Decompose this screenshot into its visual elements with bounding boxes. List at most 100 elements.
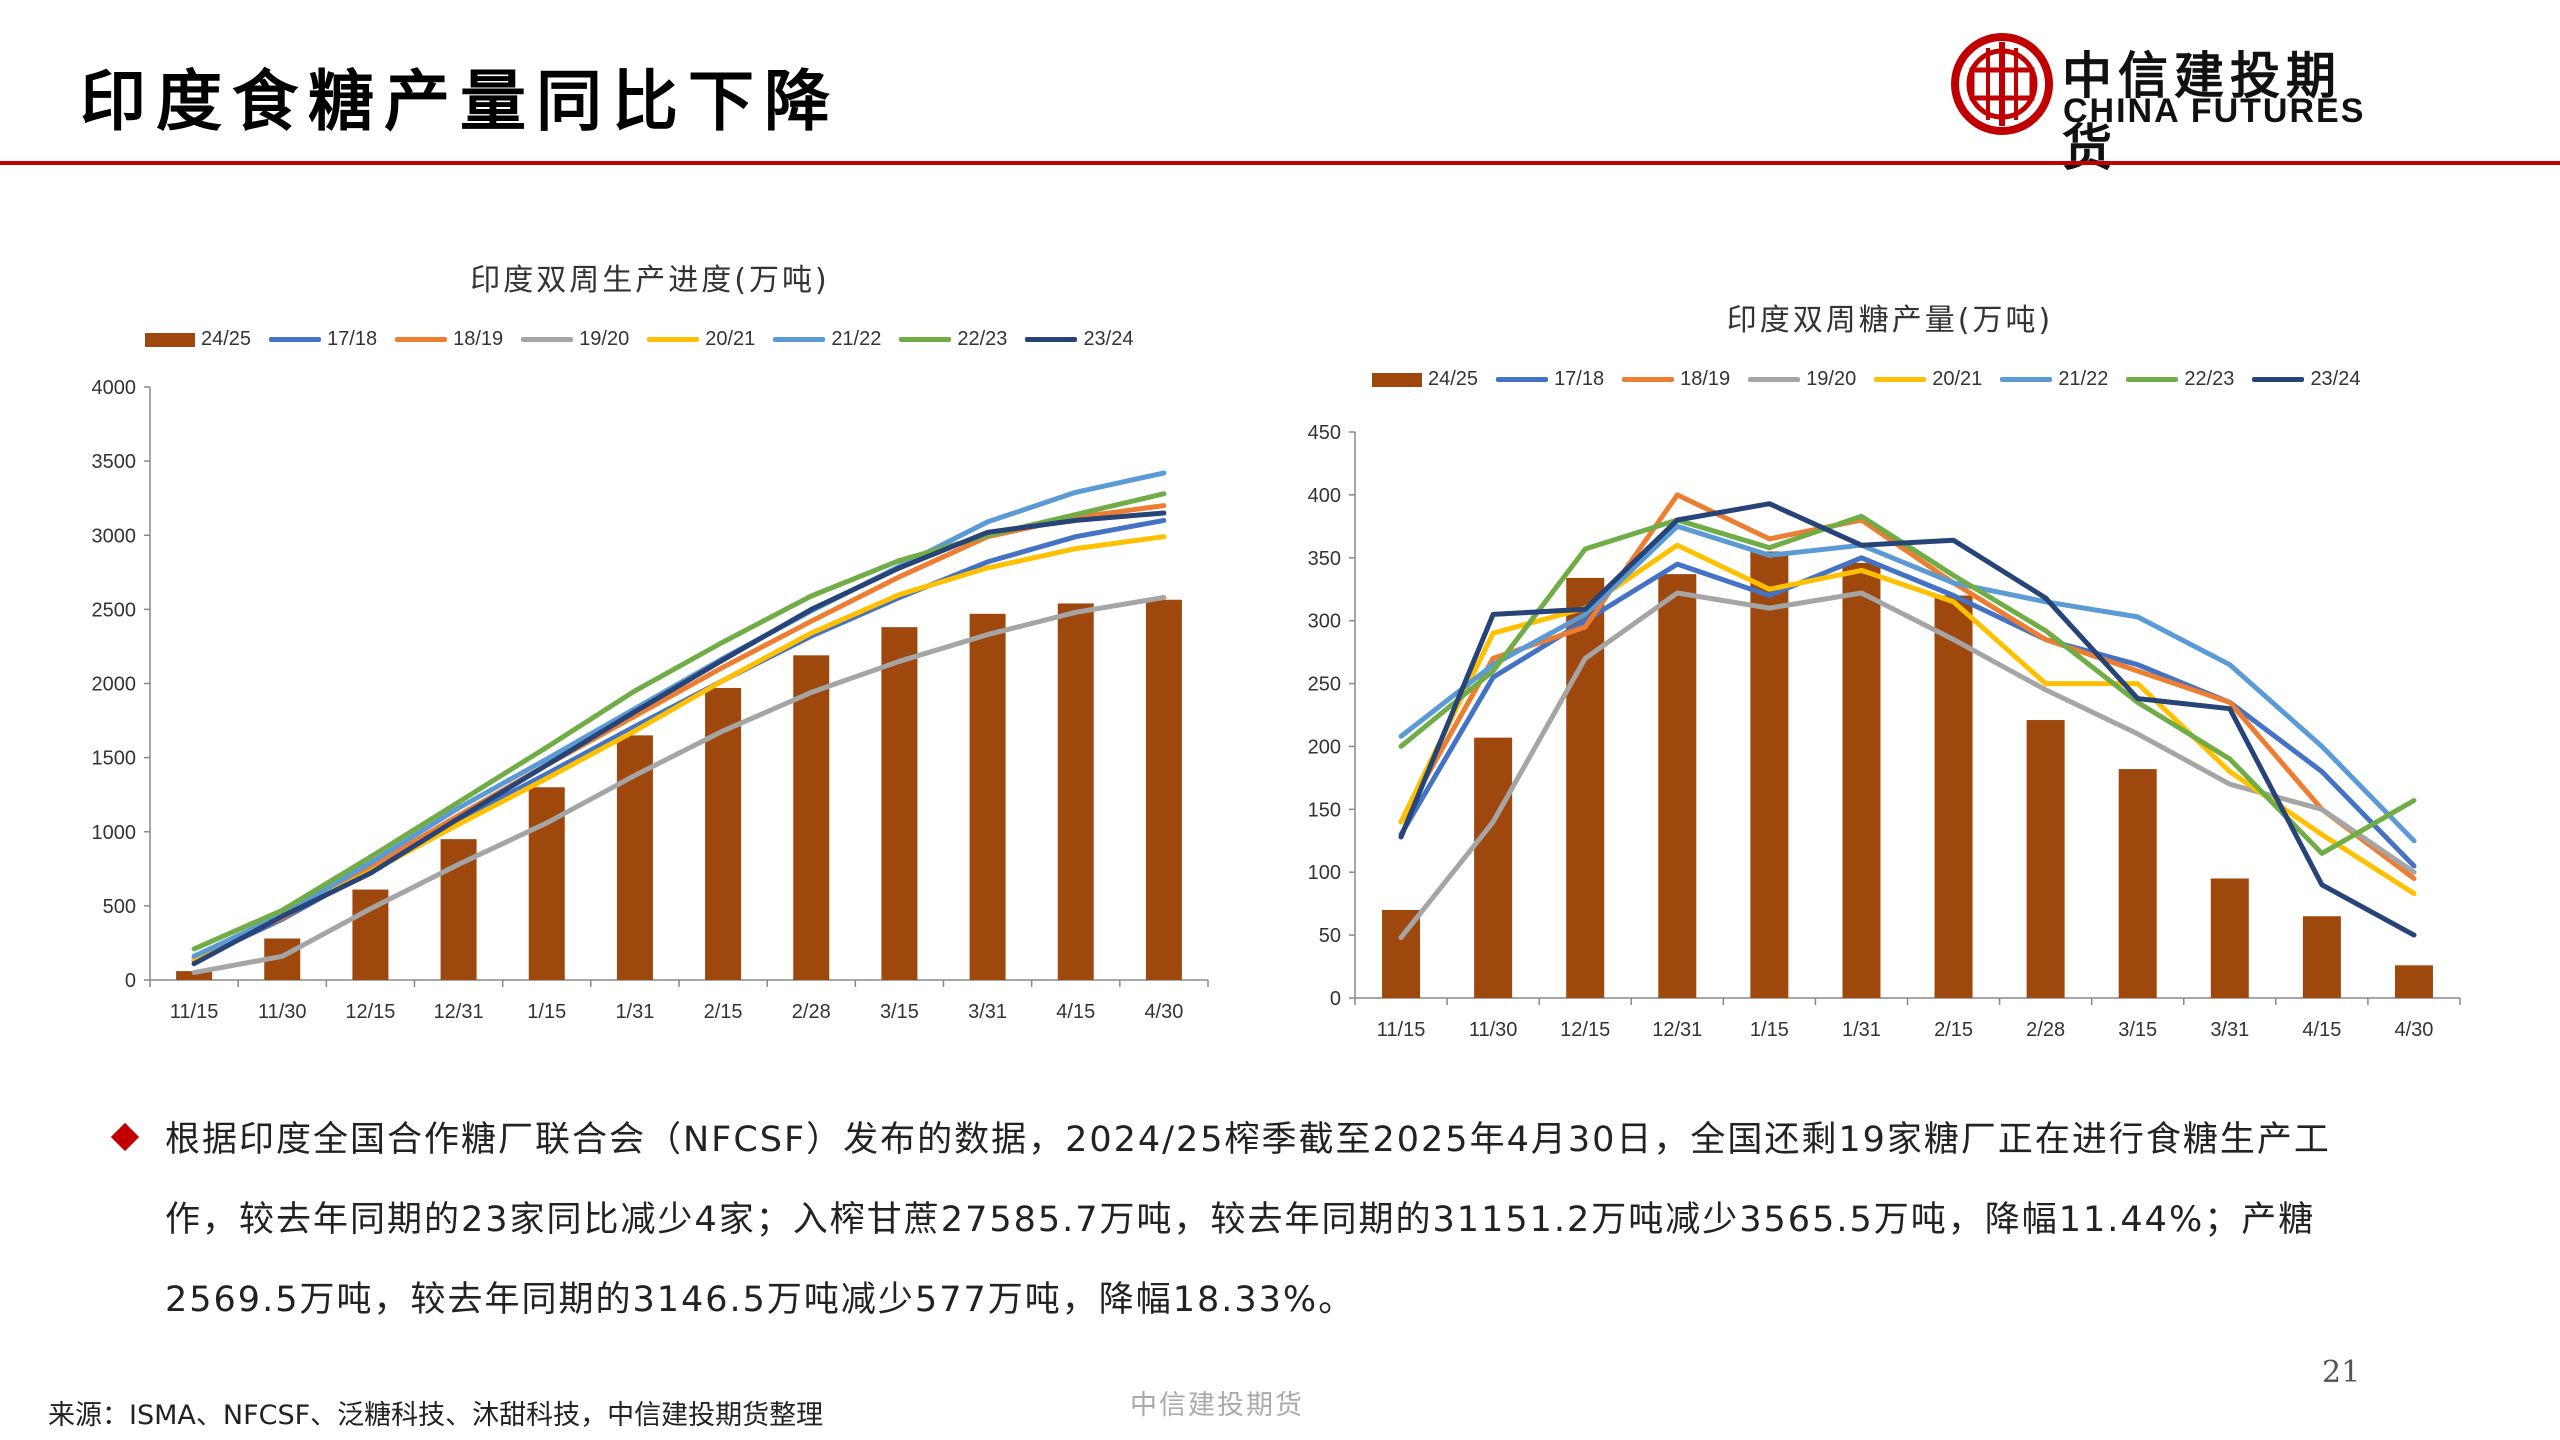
legend-label: 22/23 [2184,368,2235,390]
chart1-x-tick-label: 12/31 [434,1001,484,1023]
legend-label: 23/24 [2310,368,2361,390]
bullet-diamond-icon [110,1122,140,1152]
chart2-x-tick-label: 12/31 [1652,1019,1702,1041]
footer-watermark: 中信建投期货 [1130,1390,1304,1421]
legend-swatch [145,332,195,347]
chart2-y-tick-label: 50 [1319,925,1341,947]
legend-label: 22/23 [957,328,1008,350]
chart2-title: 印度双周糖产量(万吨) [1726,303,2054,338]
chart2-y-tick-label: 400 [1308,485,1341,507]
chart1-bar [616,735,653,980]
logo-emblem-icon [1951,33,2053,135]
chart2-bar [1658,574,1697,998]
chart1-y-tick-label: 2000 [92,674,137,696]
chart1-bar [969,613,1006,980]
chart1-x-tick-label: 11/15 [170,1001,219,1023]
legend-label: 18/19 [453,328,504,350]
legend-swatch [2252,377,2305,382]
chart2-legend: 24/25 17/18 18/19 19/20 20/21 21/22 22/23 23/24 [1372,368,2379,391]
chart1-legend: 24/25 17/18 18/19 19/20 20/21 21/22 22/23 23/24 [145,328,1152,351]
chart1-bar [881,627,918,980]
chart2-legend-item: 24/25 [1372,368,1478,391]
legend-swatch [899,337,952,342]
chart1-line-23-24 [191,510,1167,967]
legend-swatch [773,337,826,342]
header-divider [0,161,2560,165]
chart2-x-tick-label: 2/15 [1934,1019,1973,1041]
logo-english-name: CHINA FUTURES [2063,92,2366,130]
chart2-y-tick-label: 200 [1308,736,1341,758]
chart1-bar [793,655,830,980]
chart2-plot: 0 50 100 150 200 250 300 350 400 450 11/15 11/30 12/… [1308,422,2461,1041]
legend-swatch [1874,377,1927,382]
chart1-y-tick-label: 3500 [92,451,137,473]
chart1-line-17-18 [191,517,1167,964]
legend-swatch [2000,377,2053,382]
chart2-bar [1934,595,1973,998]
chart1-bar [176,971,213,980]
chart2-x-tick-label: 12/15 [1560,1019,1610,1041]
chart1-y-tick-label: 4000 [92,377,137,399]
chart2-bar [1566,577,1605,998]
legend-label: 19/20 [1806,368,1857,390]
chart1-y-tick-label: 3000 [92,525,137,547]
chart1-x-tick-label: 4/30 [1144,1001,1183,1023]
page-title: 印度食糖产量同比下降 [80,63,840,140]
chart2-legend-item: 19/20 [1748,368,1856,391]
legend-swatch [521,337,574,342]
summary-paragraph: 根据印度全国合作糖厂联合会（NFCSF）发布的数据，2024/25榨季截至202… [165,1120,2331,1320]
chart2-bar [2394,965,2433,998]
legend-swatch [269,337,322,342]
chart2-x-tick-label: 4/30 [2394,1019,2433,1041]
legend-swatch [1496,377,1549,382]
legend-swatch [647,337,700,342]
chart1-bar [1057,603,1094,980]
chart1-legend-item: 20/21 [647,328,755,351]
chart1-bar [528,787,565,980]
chart1-y-tick-label: 500 [103,896,136,918]
chart1-x-tick-label: 1/31 [615,1001,654,1023]
chart2-legend-item: 21/22 [2000,368,2108,391]
legend-label: 21/22 [2058,368,2109,390]
chart2-x-tick-label: 11/30 [1469,1019,1518,1041]
legend-label: 19/20 [579,328,630,350]
brand-logo: 中信建投期货 CHINA FUTURES [1950,32,2390,177]
chart1-x-tick-label: 2/28 [792,1001,831,1023]
chart1-y-tick-label: 1500 [92,748,137,770]
legend-label: 17/18 [1554,368,1605,390]
chart1-x-tick-label: 2/15 [704,1001,743,1023]
legend-label: 20/21 [705,328,756,350]
chart1-legend-item: 18/19 [395,328,503,351]
chart1-x-tick-label: 1/15 [527,1001,566,1023]
chart1-title: 印度双周生产进度(万吨) [470,263,830,298]
legend-label: 21/22 [831,328,882,350]
chart1-legend-item: 19/20 [521,328,629,351]
chart2-line-23-24 [1398,501,2417,938]
page-number: 21 [2322,1355,2361,1390]
chart1-line-21-22 [191,470,1167,959]
chart2-line-18-19 [1398,492,2417,881]
chart2-x-tick-label: 1/15 [1750,1019,1789,1041]
chart1-legend-item: 21/22 [773,328,881,351]
chart2-legend-item: 17/18 [1496,368,1604,391]
chart2-x-tick-label: 3/31 [2210,1019,2249,1041]
chart1-y-tick-label: 0 [125,970,136,992]
legend-label: 17/18 [327,328,378,350]
legend-swatch [1025,337,1078,342]
chart2-legend-item: 22/23 [2126,368,2234,391]
chart2-y-tick-label: 450 [1308,422,1341,444]
chart2-y-tick-label: 0 [1330,988,1341,1010]
chart2-x-tick-label: 1/31 [1842,1019,1881,1041]
chart1-line-19-20 [191,595,1167,976]
chart1-y-tick-label: 1000 [92,822,137,844]
legend-label: 23/24 [1083,328,1134,350]
legend-label: 18/19 [1680,368,1731,390]
chart2-legend-item: 20/21 [1874,368,1982,391]
chart2-x-tick-label: 11/15 [1377,1019,1426,1041]
chart2-bar [1474,737,1513,998]
chart2-line-22-23 [1398,513,2417,856]
chart1-plot: 0 500 1000 1500 2000 2500 3000 3500 4000 11/15 11/… [92,377,1209,1023]
chart2-bar [2026,720,2065,998]
chart2-x-tick-label: 2/28 [2026,1019,2065,1041]
legend-swatch [1622,377,1675,382]
